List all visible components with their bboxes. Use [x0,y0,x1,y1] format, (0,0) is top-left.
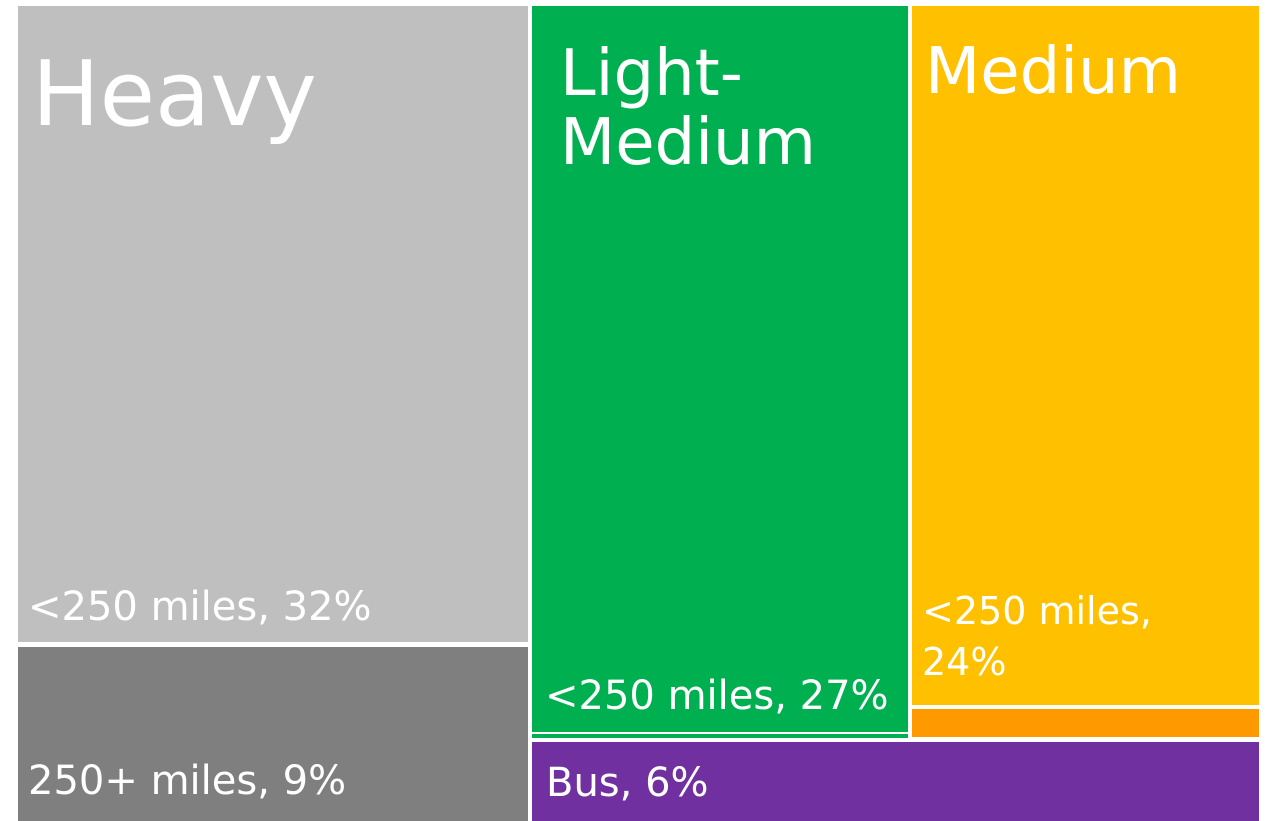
light-medium-under-250-miles-label: <250 miles, 27% [545,673,889,719]
medium-remainder-tile [912,709,1259,737]
medium-group-label: Medium [925,35,1181,109]
bus-tile [532,742,1259,821]
heavy-under-250-miles-label: <250 miles, 32% [28,584,372,630]
light-medium-thin-strip-tile [532,734,908,738]
heavy-250-plus-miles-tile [18,647,528,821]
light-medium-under-250-miles-tile [532,6,908,732]
light-medium-group-label: Light- Medium [560,37,816,181]
heavy-group-label: Heavy [32,42,317,147]
heavy-250-plus-miles-label: 250+ miles, 9% [28,758,347,804]
bus-label: Bus, 6% [546,760,709,806]
medium-under-250-miles-label: <250 miles, 24% [922,589,1152,685]
medium-under-250-miles-tile [912,6,1259,705]
heavy-under-250-miles-tile [18,6,528,642]
